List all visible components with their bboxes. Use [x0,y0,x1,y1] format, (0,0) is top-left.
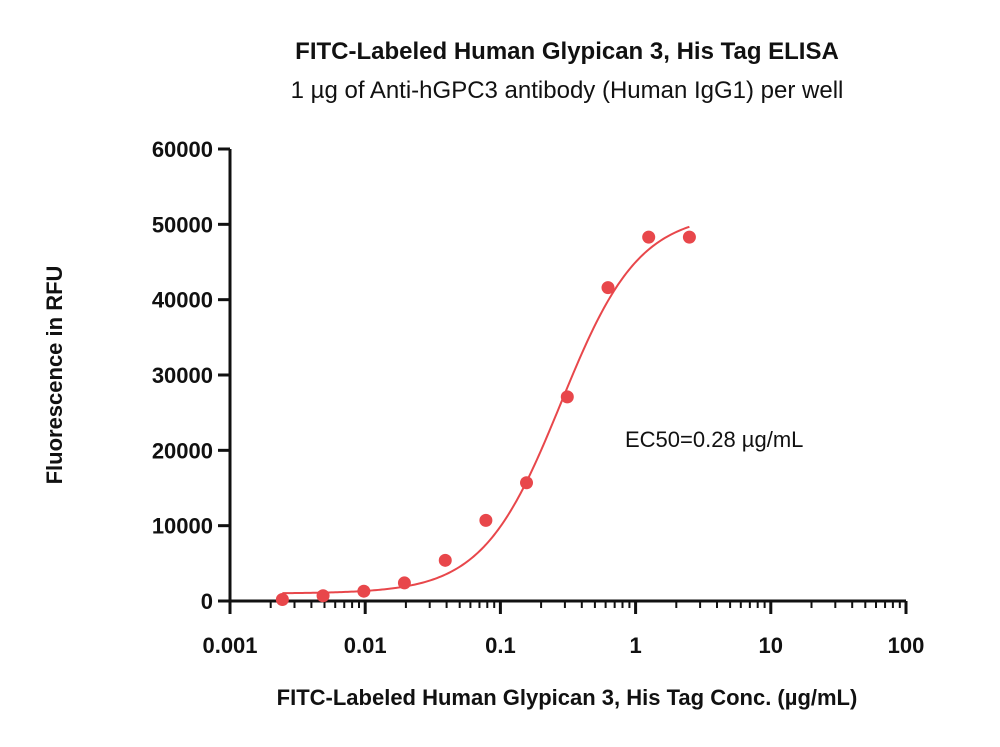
x-tick-label: 1 [629,633,641,658]
data-point [316,589,330,603]
y-tick-label: 20000 [152,438,213,463]
x-tick-label: 0.1 [485,633,516,658]
axes-group [228,149,906,603]
data-points-group [275,230,696,606]
data-point [397,576,411,590]
y-ticks-group: 0 10000 20000 30000 40000 50000 60000 [152,137,230,614]
x-tick-label: 0.001 [202,633,257,658]
y-tick-label: 60000 [152,137,213,162]
ec50-annotation: EC50=0.28 µg/mL [625,427,803,452]
data-point [479,513,493,527]
data-point [682,230,696,244]
data-point [642,230,656,244]
x-minor-ticks-group [269,601,901,608]
data-point [601,281,615,295]
x-ticks-group: 0.001 0.01 0.1 1 10 100 [202,601,924,658]
y-tick-label: 50000 [152,212,213,237]
x-axis-label: FITC-Labeled Human Glypican 3, His Tag C… [277,685,858,710]
chart-subtitle: 1 µg of Anti-hGPC3 antibody (Human IgG1)… [291,77,844,104]
data-point [275,592,289,606]
x-tick-label: 0.01 [344,633,387,658]
y-tick-label: 0 [201,589,213,614]
chart-title: FITC-Labeled Human Glypican 3, His Tag E… [295,38,839,65]
y-axis-label: Fluorescence in RFU [42,266,67,485]
x-tick-label: 10 [759,633,783,658]
y-tick-label: 40000 [152,288,213,313]
data-point [560,390,574,404]
fit-curve [282,225,690,595]
data-point [357,584,371,598]
y-tick-label: 30000 [152,363,213,388]
x-tick-label: 100 [888,633,925,658]
data-point [520,476,534,490]
data-point [438,553,452,567]
y-tick-label: 10000 [152,514,213,539]
